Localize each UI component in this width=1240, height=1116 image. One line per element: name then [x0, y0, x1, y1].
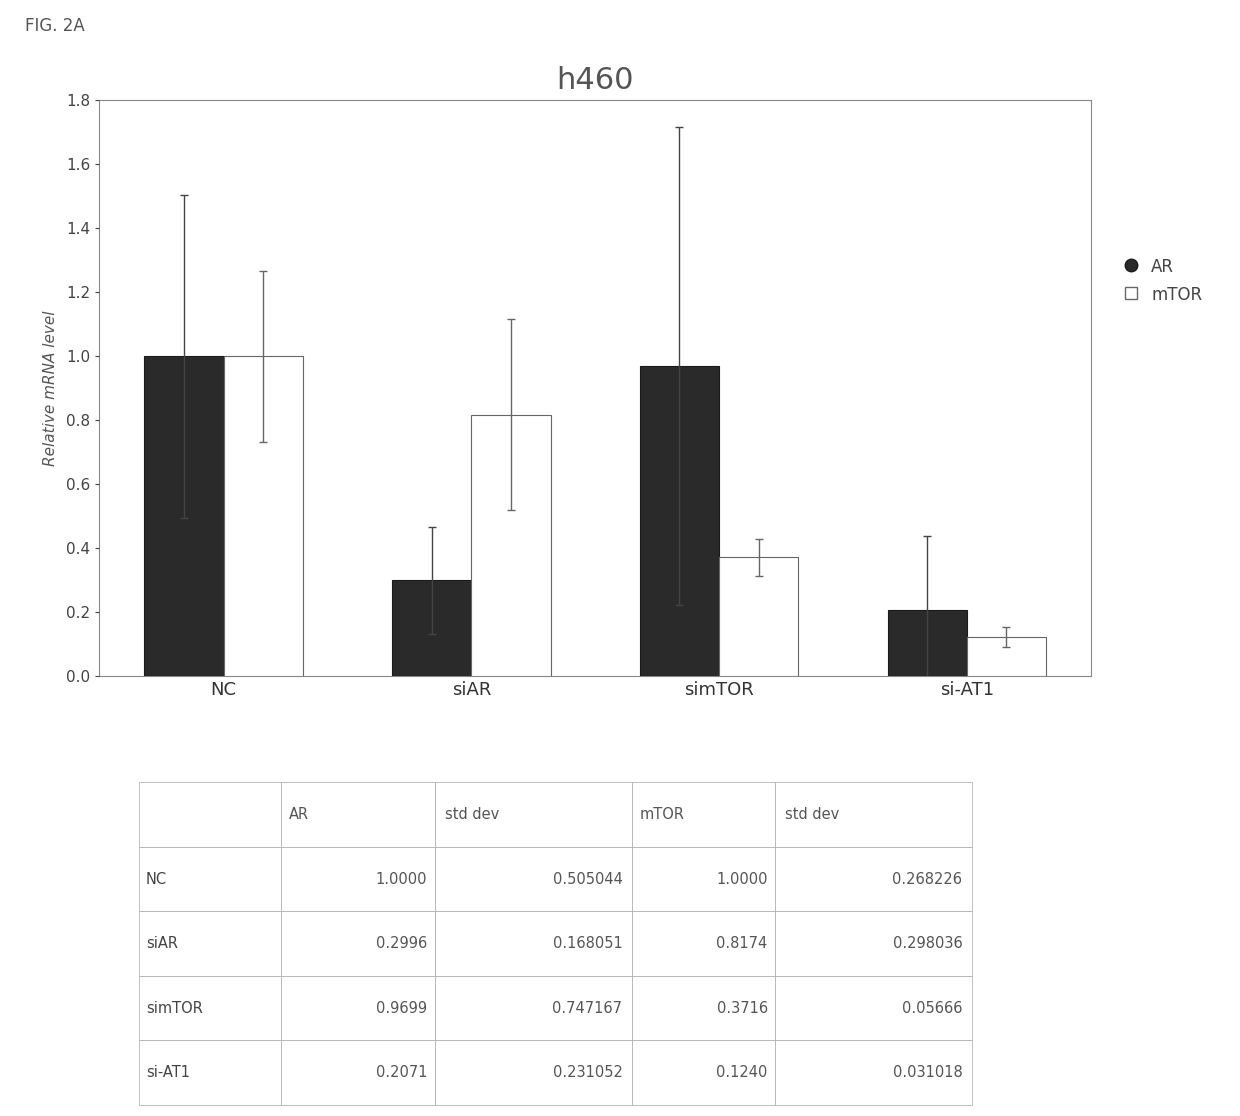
Y-axis label: Relative mRNA level: Relative mRNA level	[42, 310, 57, 466]
Bar	[144, 356, 223, 676]
Bar	[719, 557, 799, 676]
Bar	[967, 636, 1047, 676]
Title: h460: h460	[557, 66, 634, 95]
Bar	[392, 580, 471, 676]
Bar	[471, 415, 551, 676]
Legend: AR, mTOR: AR, mTOR	[1120, 252, 1208, 309]
Bar	[223, 356, 303, 676]
Bar	[640, 366, 719, 676]
Bar	[888, 610, 967, 676]
Text: FIG. 2A: FIG. 2A	[25, 17, 84, 35]
